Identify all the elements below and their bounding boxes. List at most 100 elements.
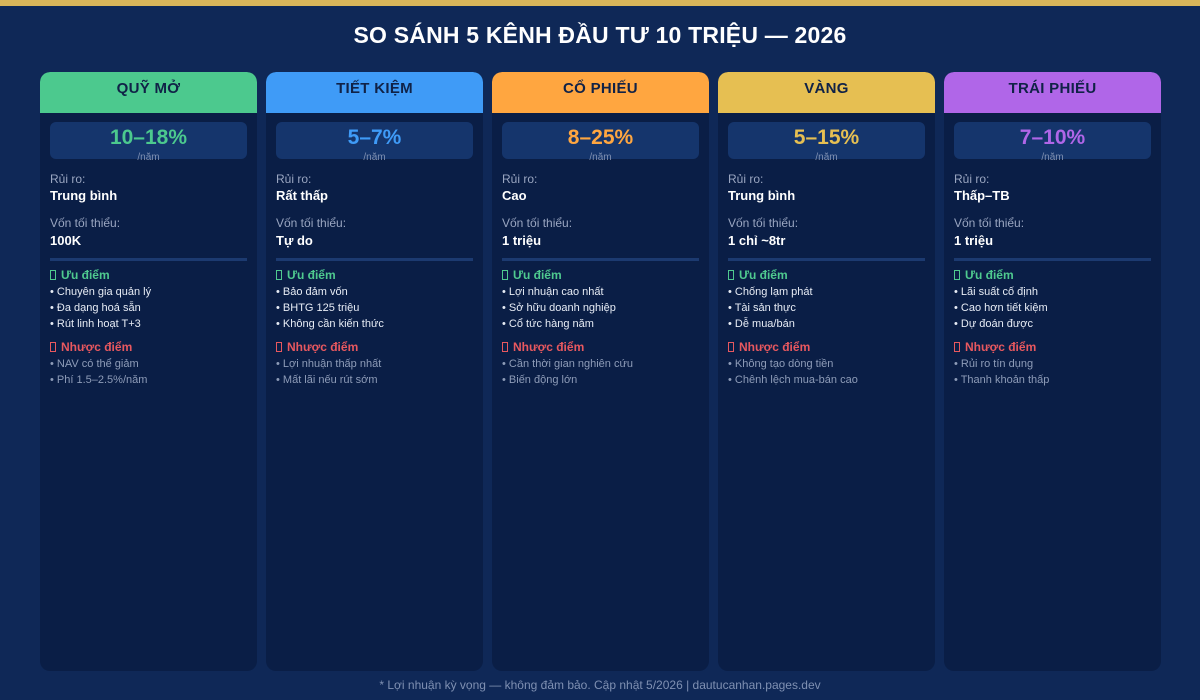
- cons-list: • Cần thời gian nghiên cứu • Biến động lớ…: [502, 356, 702, 388]
- cons-label: Nhược điểm: [513, 340, 585, 354]
- min-capital-label: Vốn tối thiểu:: [954, 216, 1025, 230]
- return-box: 5–7% /năm: [276, 122, 473, 163]
- pros-title: Ưu điểm: [502, 268, 562, 282]
- return-value: 8–25%: [567, 126, 634, 149]
- cons-list: • Rủi ro tín dụng • Thanh khoản thấp: [954, 356, 1154, 388]
- pros-label: Ưu điểm: [965, 268, 1014, 282]
- pros-list: • Chuyên gia quản lý • Đa dạng hoá sẵn • R…: [50, 284, 250, 332]
- pros-label: Ưu điểm: [287, 268, 336, 282]
- min-capital-label: Vốn tối thiểu:: [728, 216, 799, 230]
- card-header: CỔ PHIẾU: [492, 72, 709, 113]
- cons-title: Nhược điểm: [50, 340, 132, 354]
- list-item: • Cổ tức hàng năm: [502, 318, 594, 330]
- pros-title: Ưu điểm: [50, 268, 110, 282]
- return-value: 5–15%: [793, 126, 860, 149]
- comparison-cards: QUỸ MỞ 10–18% /năm Rủi ro: Trung bình Vố…: [40, 72, 1161, 671]
- box-icon: [728, 342, 734, 352]
- min-capital-value: Tự do: [276, 233, 313, 248]
- return-unit: /năm: [815, 152, 838, 163]
- cons-title: Nhược điểm: [954, 340, 1036, 354]
- return-box: 5–15% /năm: [728, 122, 925, 163]
- cons-list: • NAV có thể giảm • Phí 1.5–2.5%/năm: [50, 356, 250, 388]
- cons-label: Nhược điểm: [739, 340, 811, 354]
- list-item: • Rút linh hoạt T+3: [50, 318, 141, 330]
- divider: [954, 258, 1151, 261]
- list-item: • Biến động lớn: [502, 374, 578, 386]
- min-capital-value: 1 triệu: [502, 233, 542, 248]
- box-icon: [276, 270, 282, 280]
- page-title: SO SÁNH 5 KÊNH ĐẦU TƯ 10 TRIỆU — 2026: [353, 22, 847, 48]
- list-item: • Chống lạm phát: [728, 286, 813, 298]
- risk-value: Rất thấp: [276, 188, 328, 203]
- cons-label: Nhược điểm: [287, 340, 359, 354]
- list-item: • Bảo đảm vốn: [276, 286, 348, 298]
- list-item: • Lợi nhuận cao nhất: [502, 286, 604, 298]
- risk-label: Rủi ro:: [954, 172, 990, 186]
- min-capital-label: Vốn tối thiểu:: [502, 216, 573, 230]
- card-header: QUỸ MỞ: [40, 72, 257, 113]
- cons-label: Nhược điểm: [965, 340, 1037, 354]
- list-item: • Phí 1.5–2.5%/năm: [50, 374, 148, 386]
- box-icon: [502, 270, 508, 280]
- pros-label: Ưu điểm: [61, 268, 110, 282]
- top-accent-bar: [0, 0, 1200, 6]
- list-item: • Đa dạng hoá sẵn: [50, 302, 141, 314]
- list-item: • Dễ mua/bán: [728, 318, 795, 330]
- min-capital-value: 1 triệu: [954, 233, 994, 248]
- risk-value: Trung bình: [50, 188, 118, 203]
- pros-list: • Chống lạm phát • Tài sản thực • Dễ mua/b…: [728, 284, 928, 332]
- return-box: 8–25% /năm: [502, 122, 699, 163]
- risk-label: Rủi ro:: [276, 172, 312, 186]
- list-item: • Lợi nhuận thấp nhất: [276, 358, 382, 370]
- return-unit: /năm: [1041, 152, 1064, 163]
- pros-label: Ưu điểm: [739, 268, 788, 282]
- list-item: • BHTG 125 triệu: [276, 302, 360, 314]
- risk-label: Rủi ro:: [502, 172, 538, 186]
- box-icon: [954, 342, 960, 352]
- min-capital-value: 1 chỉ ~8tr: [728, 233, 786, 248]
- box-icon: [50, 342, 56, 352]
- return-box: 10–18% /năm: [50, 122, 247, 163]
- list-item: • Không cần kiến thức: [276, 318, 384, 330]
- pros-label: Ưu điểm: [513, 268, 562, 282]
- list-item: • Tài sản thực: [728, 302, 796, 314]
- box-icon: [954, 270, 960, 280]
- return-unit: /năm: [589, 152, 612, 163]
- min-capital-value: 100K: [50, 233, 82, 248]
- return-value: 10–18%: [109, 126, 188, 149]
- list-item: • Sở hữu doanh nghiệp: [502, 302, 616, 314]
- cons-label: Nhược điểm: [61, 340, 133, 354]
- return-box: 7–10% /năm: [954, 122, 1151, 163]
- risk-value: Cao: [502, 188, 527, 203]
- list-item: • Thanh khoản thấp: [954, 374, 1050, 386]
- list-item: • Cần thời gian nghiên cứu: [502, 358, 633, 370]
- min-capital-label: Vốn tối thiểu:: [50, 216, 121, 230]
- list-item: • Chuyên gia quản lý: [50, 286, 152, 298]
- list-item: • Mất lãi nếu rút sớm: [276, 374, 378, 386]
- pros-title: Ưu điểm: [954, 268, 1014, 282]
- card-trai-phieu: TRÁI PHIẾU 7–10% /năm Rủi ro: Thấp–TB Vố…: [944, 72, 1161, 671]
- box-icon: [276, 342, 282, 352]
- cons-title: Nhược điểm: [728, 340, 810, 354]
- list-item: • Dự đoán được: [954, 318, 1033, 330]
- risk-value: Trung bình: [728, 188, 796, 203]
- card-co-phieu: CỔ PHIẾU 8–25% /năm Rủi ro: Cao Vốn tối …: [492, 72, 709, 671]
- divider: [502, 258, 699, 261]
- card-tiet-kiem: TIẾT KIỆM 5–7% /năm Rủi ro: Rất thấp Vốn…: [266, 72, 483, 671]
- box-icon: [50, 270, 56, 280]
- pros-title: Ưu điểm: [276, 268, 336, 282]
- risk-label: Rủi ro:: [50, 172, 86, 186]
- cons-title: Nhược điểm: [276, 340, 358, 354]
- list-item: • Lãi suất cố định: [954, 286, 1038, 298]
- list-item: • Không tạo dòng tiền: [728, 358, 834, 370]
- cons-title: Nhược điểm: [502, 340, 584, 354]
- risk-value: Thấp–TB: [954, 188, 1010, 203]
- card-header: TIẾT KIỆM: [266, 72, 483, 113]
- pros-list: • Lợi nhuận cao nhất • Sở hữu doanh nghiệ…: [502, 284, 702, 332]
- card-header: VÀNG: [718, 72, 935, 113]
- list-item: • NAV có thể giảm: [50, 358, 139, 370]
- list-item: • Chênh lệch mua-bán cao: [728, 374, 858, 386]
- return-unit: /năm: [137, 152, 160, 163]
- box-icon: [728, 270, 734, 280]
- cons-list: • Lợi nhuận thấp nhất • Mất lãi nếu rút s…: [276, 356, 476, 388]
